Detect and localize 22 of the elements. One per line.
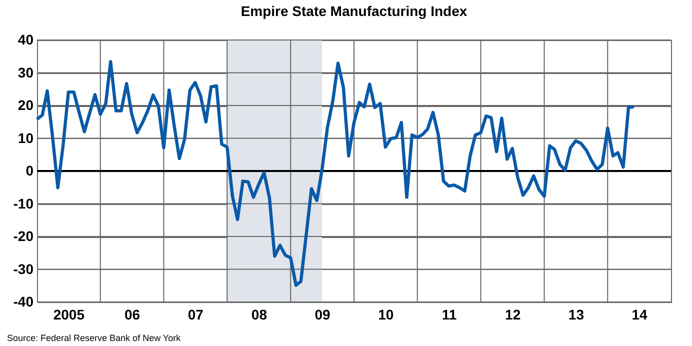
y-tick-label: 20 <box>18 97 34 113</box>
x-tick-label: 09 <box>314 306 331 322</box>
x-tick-label: 06 <box>124 306 140 322</box>
y-tick-label: 40 <box>18 32 34 48</box>
y-tick-label: -10 <box>13 195 34 212</box>
x-tick-label: 13 <box>568 306 584 322</box>
source-note: Source: Federal Reserve Bank of New York <box>7 333 182 343</box>
x-tick-label: 2005 <box>53 306 85 322</box>
y-tick-label: -20 <box>13 228 34 244</box>
y-tick-label: 0 <box>26 162 34 178</box>
x-tick-label: 07 <box>188 306 204 322</box>
y-tick-label: -40 <box>13 294 34 310</box>
x-tick-label: 10 <box>378 306 394 322</box>
chart-title: Empire State Manufacturing Index <box>240 3 468 19</box>
y-tick-label: 30 <box>18 64 34 80</box>
line-series <box>35 60 636 287</box>
x-tick-label: 08 <box>251 306 268 322</box>
x-tick-label: 14 <box>632 306 648 322</box>
y-tick-label: 10 <box>18 130 34 146</box>
x-tick-label: 12 <box>505 306 521 322</box>
x-tick-label: 11 <box>442 306 457 322</box>
y-tick-label: -30 <box>13 260 34 277</box>
